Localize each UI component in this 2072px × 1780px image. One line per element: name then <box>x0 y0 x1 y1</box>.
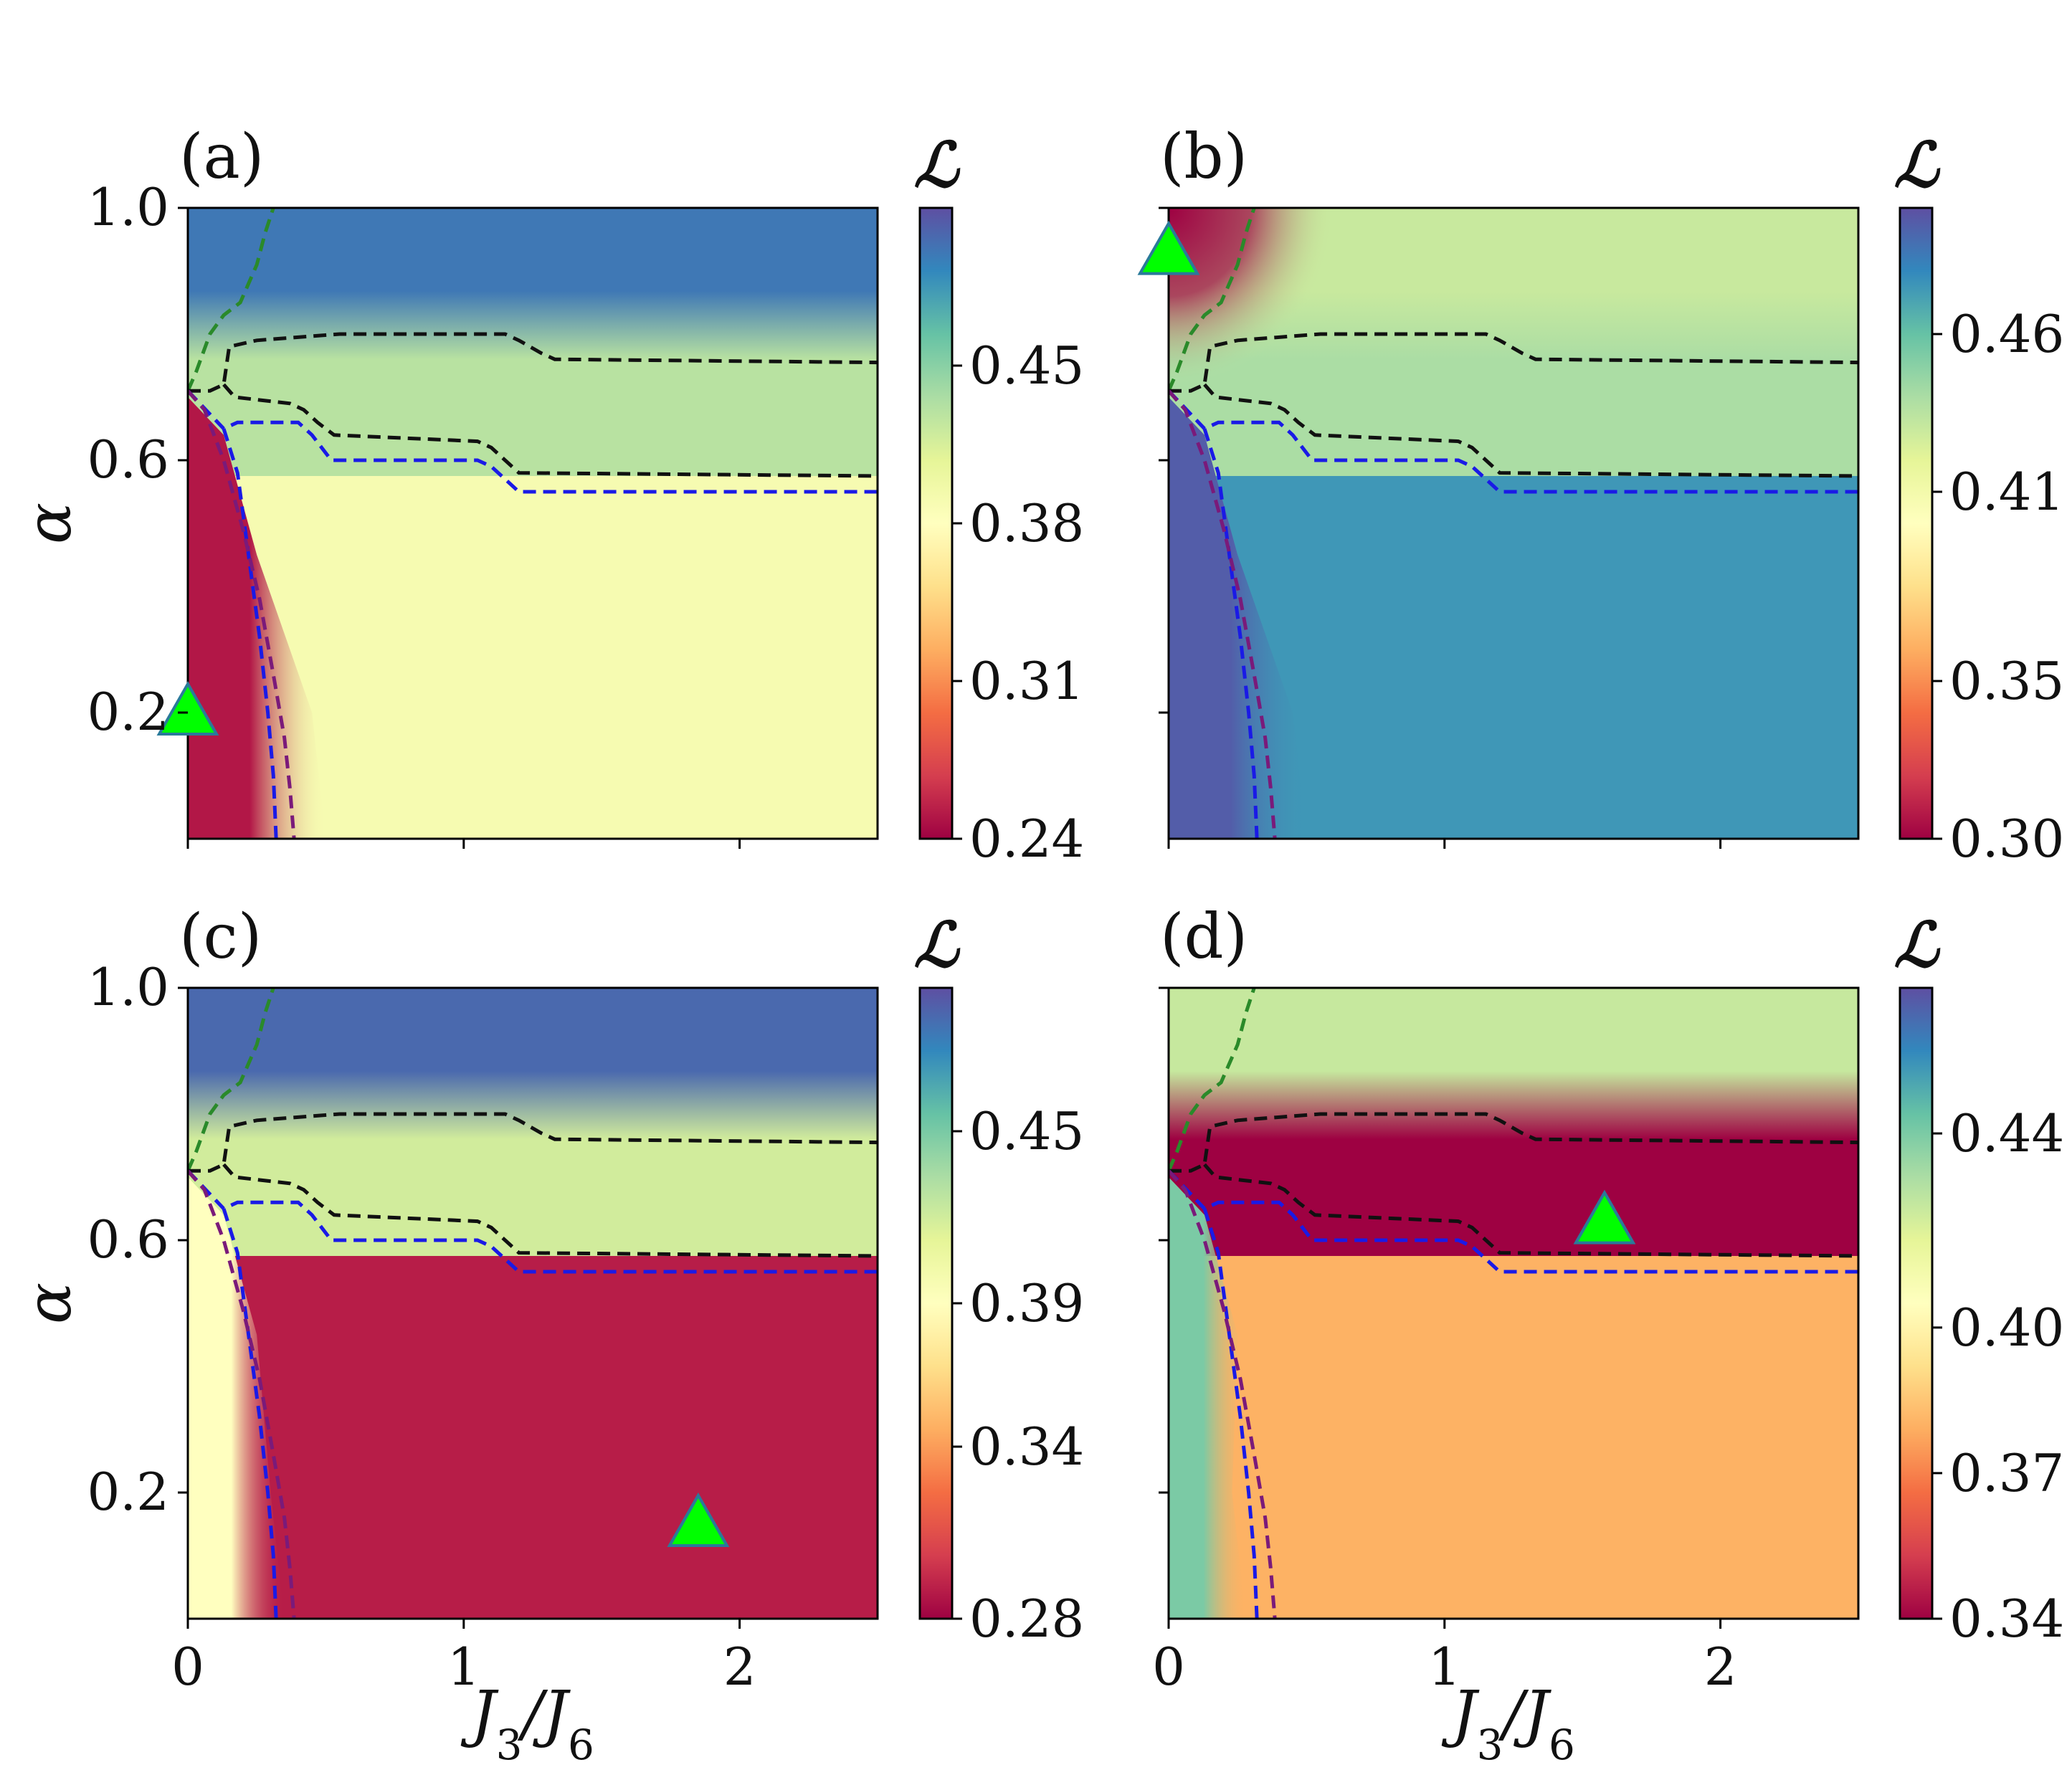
y-tick-label: 1.0 <box>87 177 169 237</box>
y-tick-label: 0.2 <box>87 1462 169 1522</box>
colorbar-title: ℒ <box>1894 909 1941 981</box>
blue-boundary-curve <box>222 428 278 839</box>
heatmap <box>188 208 878 839</box>
colorbar-tick-label: 0.34 <box>1949 1589 2064 1649</box>
x-axis-label: J3/J6 <box>1441 1678 1575 1769</box>
panel-label: (b) <box>1160 121 1248 193</box>
panel-2: (b) 0.30 0.35 0.41 0.46 ℒ <box>1137 121 2065 869</box>
y-axis-label: α <box>14 503 85 544</box>
plot-frame <box>186 206 879 840</box>
colorbar-tick-label: 0.35 <box>1949 651 2064 711</box>
x-tick-label: 0 <box>1152 1637 1185 1697</box>
black-boundary-lower-line <box>1203 1163 1858 1258</box>
x-tick-label: 1 <box>447 1637 480 1697</box>
colorbar-tick-label: 0.38 <box>969 493 1084 553</box>
black-boundary-upper-line <box>188 1112 878 1173</box>
purple-boundary-line <box>188 1169 296 1619</box>
panel-4: 0 1 2 (d) J3/J6 0.34 0.37 0.40 0.44 ℒ <box>1152 901 2064 1769</box>
colorbar-tick-label: 0.37 <box>1949 1443 2064 1503</box>
black-boundary-upper-line <box>188 332 878 393</box>
black-boundary-lower-line <box>1203 383 1858 478</box>
colorbar-tick-label: 0.45 <box>969 1101 1084 1161</box>
black-boundary-upper-line <box>1169 332 1858 393</box>
colorbar-tick-label: 0.46 <box>1949 304 2064 364</box>
x-tick-label: 2 <box>723 1637 756 1697</box>
x-axis-label: J3/J6 <box>460 1678 594 1769</box>
heatmap <box>188 988 878 1619</box>
colorbar-tick-label: 0.34 <box>969 1417 1084 1477</box>
panel-1: 0.2 0.6 1.0(a) α 0.24 0.31 0.38 0.45 ℒ <box>14 121 1084 869</box>
colorbar-tick-label: 0.31 <box>969 651 1084 711</box>
blue-boundary-curve <box>222 1208 278 1619</box>
black-boundary-lower-line <box>222 1163 878 1258</box>
colorbar-tick-label: 0.45 <box>969 335 1084 396</box>
colorbar-tick-label: 0.39 <box>969 1273 1084 1333</box>
plot-frame <box>186 986 879 1620</box>
colorbar: 0.30 0.35 0.41 0.46 ℒ <box>1894 129 2065 869</box>
green-boundary-line <box>1169 988 1256 1172</box>
colorbar-tick-label: 0.28 <box>969 1589 1084 1649</box>
colorbar-title: ℒ <box>914 909 961 981</box>
panel-label: (d) <box>1160 901 1248 973</box>
y-tick-label: 0.6 <box>87 429 169 490</box>
colorbar: 0.34 0.37 0.40 0.44 ℒ <box>1894 909 2065 1649</box>
colorbar: 0.24 0.31 0.38 0.45 ℒ <box>914 129 1085 869</box>
green-boundary-line <box>188 988 275 1172</box>
colorbar: 0.28 0.34 0.39 0.45 ℒ <box>914 909 1085 1649</box>
x-tick-label: 2 <box>1704 1637 1737 1697</box>
blue-boundary-line <box>188 389 878 494</box>
heatmap <box>1169 208 1858 839</box>
blue-boundary-curve <box>1202 428 1259 839</box>
purple-boundary-line <box>1169 389 1277 839</box>
black-boundary-upper-line <box>1169 1112 1858 1173</box>
plot-frame <box>1167 986 1860 1620</box>
colorbar-tick-label: 0.24 <box>969 809 1084 869</box>
colorbar-tick-label: 0.44 <box>1949 1103 2064 1163</box>
black-boundary-lower-line <box>222 383 878 478</box>
x-tick-label: 0 <box>171 1637 204 1697</box>
blue-boundary-line <box>188 1169 878 1274</box>
blue-boundary-curve <box>1202 1208 1259 1619</box>
colorbar-tick-label: 0.30 <box>1949 809 2064 869</box>
y-axis-label: α <box>14 1282 85 1324</box>
marker-triangle <box>1573 1189 1636 1244</box>
colorbar-title: ℒ <box>1894 129 1941 201</box>
heatmap <box>1169 988 1858 1619</box>
panel-label: (c) <box>179 901 262 973</box>
blue-boundary-line <box>1169 1169 1858 1274</box>
marker-triangle <box>156 680 219 736</box>
plot-frame <box>1167 206 1860 840</box>
marker-triangle <box>1137 220 1200 275</box>
purple-boundary-line <box>188 389 296 839</box>
marker-triangle <box>667 1492 730 1547</box>
purple-boundary-line <box>1169 1169 1277 1619</box>
colorbar-title: ℒ <box>914 129 961 201</box>
colorbar-tick-label: 0.40 <box>1949 1298 2064 1358</box>
panel-3: 0 1 2 0.2 0.6 1.0(c) α J3/J6 0.28 0.34 0.39 0.45 ℒ <box>14 901 1084 1769</box>
y-tick-label: 1.0 <box>87 957 169 1017</box>
panel-label: (a) <box>179 121 264 193</box>
colorbar-tick-label: 0.41 <box>1949 462 2064 522</box>
green-boundary-line <box>1169 208 1256 392</box>
blue-boundary-line <box>1169 389 1858 494</box>
x-tick-label: 1 <box>1428 1637 1461 1697</box>
y-tick-label: 0.2 <box>87 682 169 742</box>
y-tick-label: 0.6 <box>87 1209 169 1270</box>
green-boundary-line <box>188 208 275 392</box>
